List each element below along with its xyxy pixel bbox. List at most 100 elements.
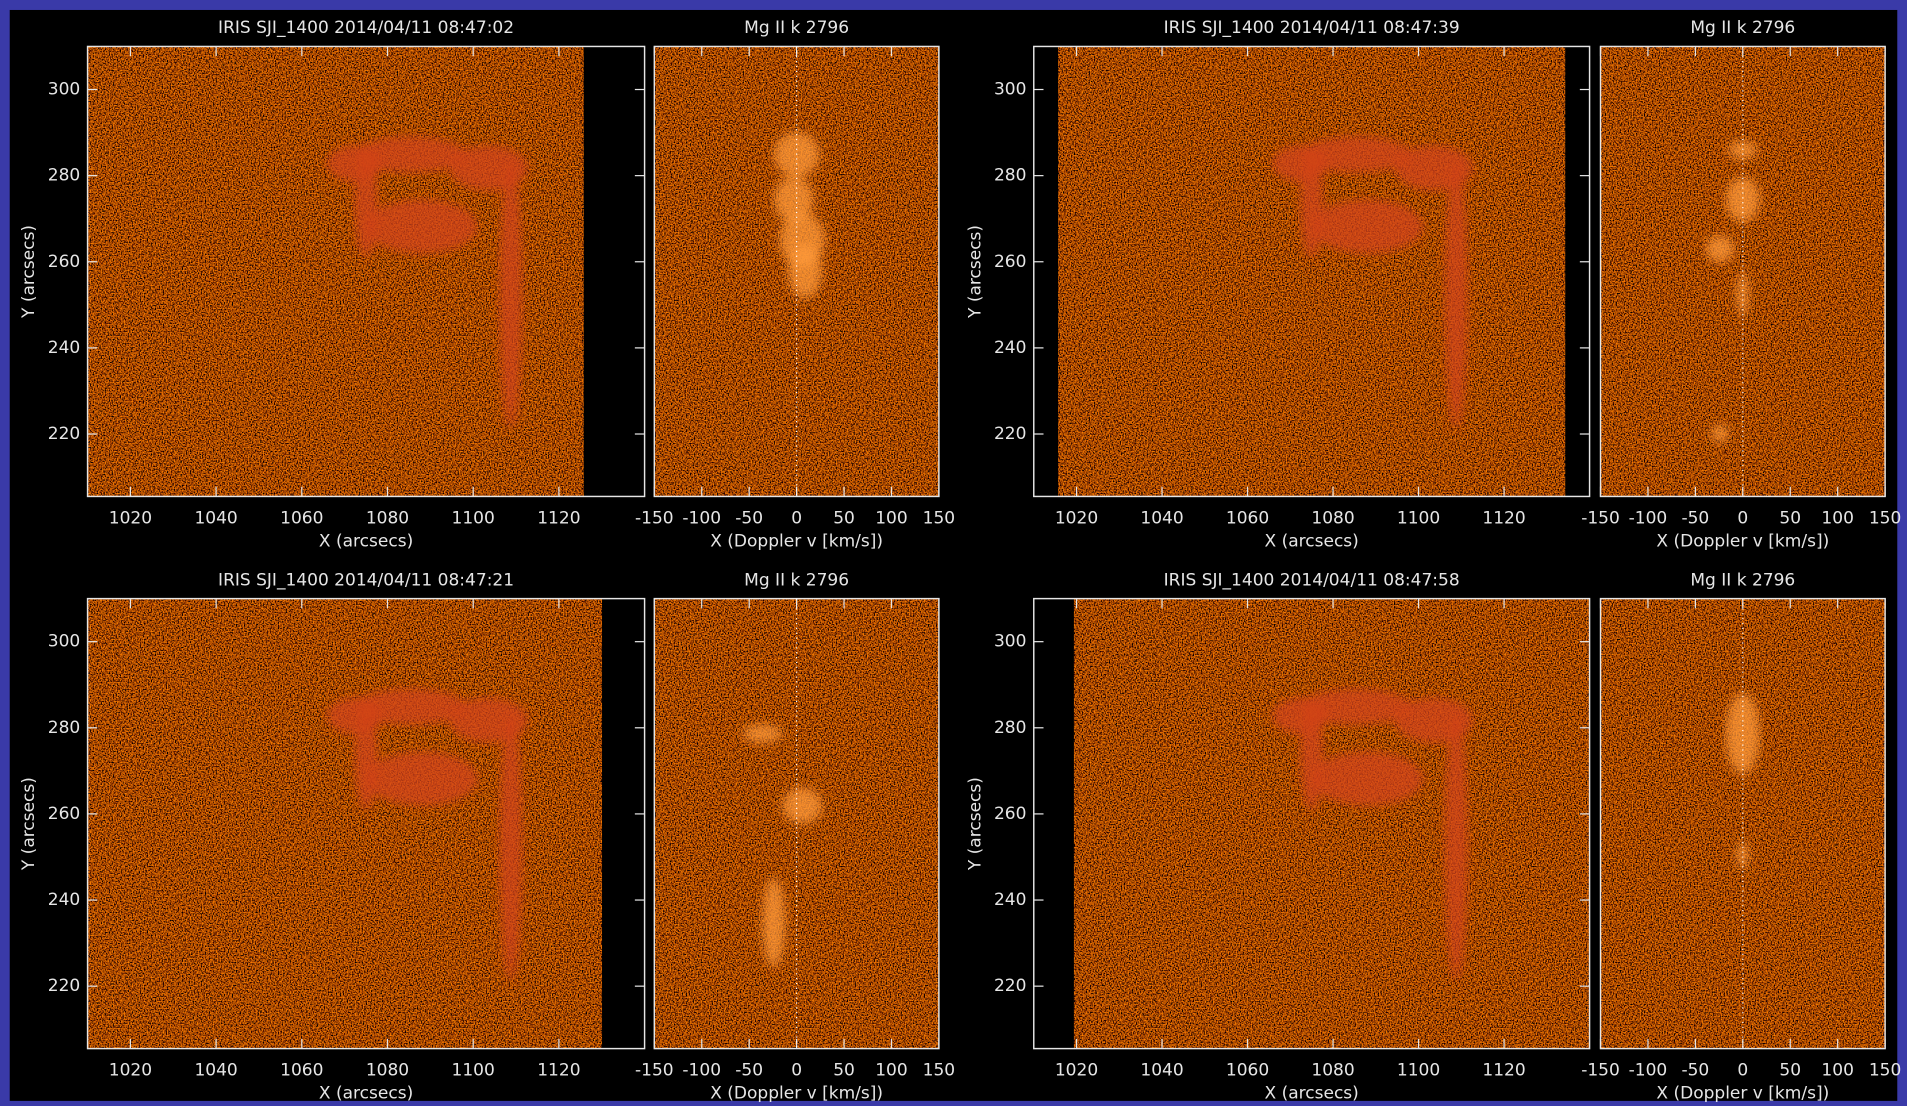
x-tick-label: -100 — [1629, 1060, 1668, 1080]
x-tick-label: 1080 — [366, 508, 409, 528]
x-tick-label: 50 — [1779, 1060, 1801, 1080]
y-tick-label: 220 — [48, 424, 80, 444]
y-axis-label: Y (arcsecs) — [19, 225, 39, 319]
x-tick-label: 1120 — [1482, 1060, 1525, 1080]
no-data-stripe — [584, 46, 645, 496]
x-tick-label: -100 — [1629, 508, 1668, 528]
image-field — [1034, 599, 1590, 1049]
x-tick-label: 1120 — [537, 1060, 580, 1080]
x-tick-label: 1100 — [1397, 508, 1440, 528]
panel-title: IRIS SJI_1400 2014/04/11 08:47:58 — [1164, 570, 1460, 590]
x-axis-label: X (arcsecs) — [1265, 531, 1359, 551]
x-tick-label: 100 — [875, 1060, 907, 1080]
y-tick-label: 240 — [48, 338, 80, 358]
emission-blob — [500, 159, 522, 429]
y-tick-label: 260 — [994, 804, 1026, 824]
x-tick-label: 100 — [1821, 1060, 1853, 1080]
x-axis-label: X (arcsecs) — [319, 1084, 413, 1104]
x-tick-label: 150 — [923, 508, 955, 528]
emission-blob — [1706, 235, 1734, 262]
x-tick-label: -150 — [1581, 508, 1620, 528]
x-tick-label: 1020 — [109, 508, 152, 528]
x-tick-label: 1120 — [1482, 508, 1525, 528]
emission-blob — [788, 244, 822, 298]
x-tick-label: -150 — [635, 1060, 674, 1080]
y-tick-label: 300 — [994, 632, 1026, 652]
y-axis-label: Y (arcsecs) — [19, 777, 39, 871]
emission-blob — [1445, 159, 1467, 429]
panel-title: Mg II k 2796 — [1690, 18, 1795, 38]
y-tick-label: 280 — [994, 166, 1026, 186]
x-tick-label: -50 — [735, 1060, 763, 1080]
x-tick-label: 1100 — [452, 1060, 495, 1080]
emission-blob — [366, 752, 477, 806]
y-tick-label: 300 — [48, 80, 80, 100]
x-tick-label: 150 — [1869, 1060, 1901, 1080]
x-tick-label: 1080 — [366, 1060, 409, 1080]
x-tick-label: 0 — [1737, 1060, 1748, 1080]
y-tick-label: 220 — [48, 976, 80, 996]
emission-blob — [782, 788, 822, 824]
panel-title: Mg II k 2796 — [1690, 570, 1795, 590]
x-tick-label: 1120 — [537, 508, 580, 528]
x-tick-label: 0 — [1737, 508, 1748, 528]
figure: IRIS SJI_1400 2014/04/11 08:47:02 X (arcs… — [0, 0, 1907, 1106]
emission-blob — [1301, 702, 1323, 810]
x-tick-label: 1100 — [452, 508, 495, 528]
x-tick-label: 1100 — [1397, 1060, 1440, 1080]
emission-blob — [1445, 711, 1467, 981]
x-tick-label: 100 — [1821, 508, 1853, 528]
x-tick-label: 50 — [833, 508, 855, 528]
emission-blob — [743, 725, 783, 743]
x-tick-label: 1040 — [1140, 1060, 1183, 1080]
x-tick-label: 1020 — [1055, 508, 1098, 528]
x-tick-label: -150 — [635, 508, 674, 528]
x-tick-label: -50 — [1681, 508, 1709, 528]
x-tick-label: 1040 — [194, 1060, 237, 1080]
x-tick-label: 1080 — [1311, 508, 1354, 528]
no-data-stripe — [1034, 46, 1058, 496]
y-tick-label: 240 — [994, 890, 1026, 910]
panel-title: IRIS SJI_1400 2014/04/11 08:47:39 — [1164, 18, 1460, 38]
x-tick-label: 1020 — [1055, 1060, 1098, 1080]
x-axis-label: X (arcsecs) — [1265, 1084, 1359, 1104]
panel-title: IRIS SJI_1400 2014/04/11 08:47:02 — [218, 18, 514, 38]
x-tick-label: 1060 — [1226, 1060, 1269, 1080]
x-tick-label: 1060 — [1226, 508, 1269, 528]
image-field — [88, 599, 645, 1049]
x-tick-label: -50 — [735, 508, 763, 528]
x-tick-label: 0 — [791, 508, 802, 528]
x-tick-label: 1060 — [280, 508, 323, 528]
x-axis-label: X (Doppler v [km/s]) — [710, 1084, 883, 1104]
y-tick-label: 240 — [994, 338, 1026, 358]
x-tick-label: 0 — [791, 1060, 802, 1080]
x-tick-label: -150 — [1581, 1060, 1620, 1080]
emission-blob — [1312, 199, 1423, 253]
x-tick-label: 1060 — [280, 1060, 323, 1080]
x-tick-label: -100 — [682, 1060, 721, 1080]
emission-blob — [500, 711, 522, 981]
y-axis-label: Y (arcsecs) — [965, 225, 985, 319]
panel-title: Mg II k 2796 — [744, 570, 849, 590]
y-tick-label: 260 — [48, 252, 80, 272]
y-tick-label: 280 — [48, 166, 80, 186]
x-tick-label: -50 — [1681, 1060, 1709, 1080]
x-tick-label: 1080 — [1311, 1060, 1354, 1080]
emission-blob — [1712, 424, 1729, 442]
x-axis-label: X (Doppler v [km/s]) — [710, 531, 883, 551]
y-tick-label: 220 — [994, 424, 1026, 444]
emission-blob — [1737, 842, 1748, 869]
x-axis-label: X (Doppler v [km/s]) — [1656, 1084, 1829, 1104]
y-tick-label: 280 — [994, 718, 1026, 738]
y-tick-label: 300 — [994, 80, 1026, 100]
image-field — [1034, 46, 1590, 496]
x-tick-label: 150 — [923, 1060, 955, 1080]
x-tick-label: 50 — [833, 1060, 855, 1080]
no-data-stripe — [602, 599, 645, 1049]
x-tick-label: 1020 — [109, 1060, 152, 1080]
x-axis-label: X (Doppler v [km/s]) — [1656, 531, 1829, 551]
emission-blob — [355, 702, 377, 810]
panel-title: Mg II k 2796 — [744, 18, 849, 38]
emission-blob — [355, 150, 377, 258]
x-tick-label: -100 — [682, 508, 721, 528]
